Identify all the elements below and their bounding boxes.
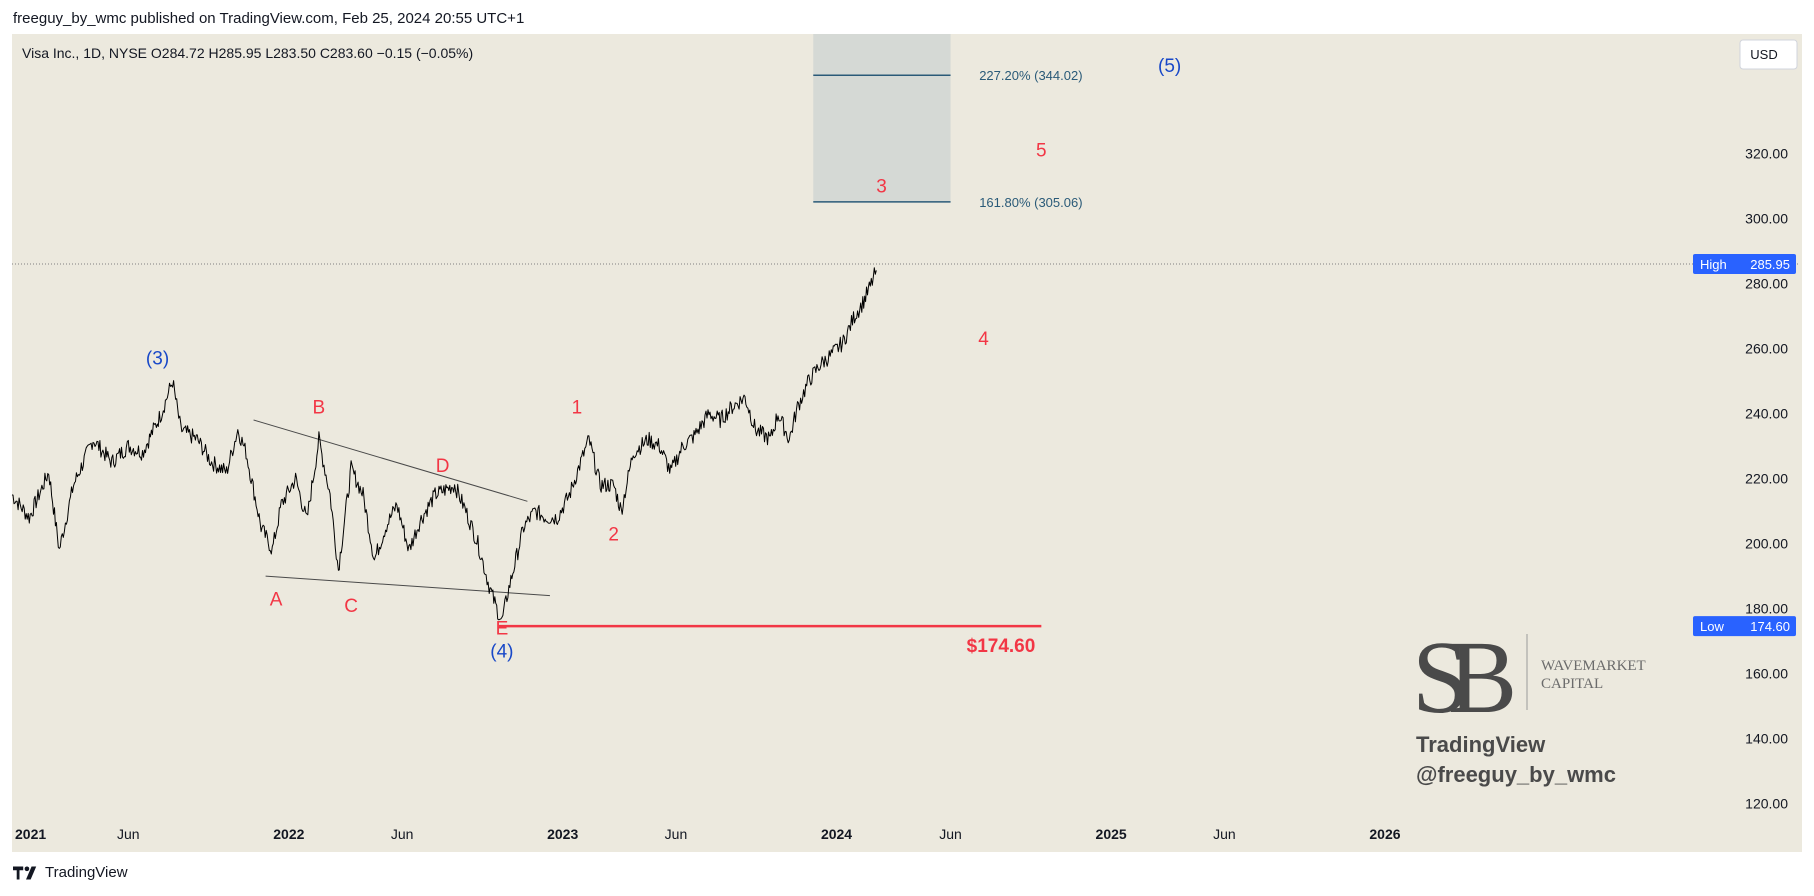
time-axis-tick-label: Jun <box>665 826 688 842</box>
axis-badge <box>1693 616 1796 637</box>
triangle-trendline <box>253 419 528 502</box>
watermark-company-line1: WAVEMARKET <box>1541 658 1646 674</box>
time-axis-tick-label: Jun <box>939 826 962 842</box>
wave-label: 2 <box>608 524 619 545</box>
fib-extension-layer: 227.20% (344.02) 161.80% (305.06) <box>813 34 1083 210</box>
wave-label: B <box>313 397 326 418</box>
price-axis-tick-label: 220.00 <box>1745 471 1788 487</box>
footer-brand[interactable]: TradingView <box>13 864 128 881</box>
time-axis-tick-label: 2026 <box>1369 826 1400 842</box>
wave-label: E <box>496 619 509 640</box>
price-series-layer <box>11 267 877 621</box>
watermark-tradingview: TradingView <box>1416 732 1546 757</box>
wave-label: D <box>436 456 450 477</box>
time-axis-tick-label: 2024 <box>821 826 852 842</box>
price-axis-tick-label: 120.00 <box>1745 796 1788 812</box>
price-axis-tick-label: 260.00 <box>1745 340 1788 356</box>
wave-annotations-layer: (3) (4) (5) A B C D E 1 2 3 4 5 <box>146 56 1181 662</box>
wave-label: (4) <box>490 641 513 662</box>
watermark-company-line2: CAPITAL <box>1541 676 1603 692</box>
wave-label: (5) <box>1158 56 1181 77</box>
time-axis-tick-label: Jun <box>117 826 140 842</box>
axis-badge-value: 174.60 <box>1750 619 1790 634</box>
axis-badge-value: 285.95 <box>1750 257 1790 272</box>
price-series-line <box>11 267 877 621</box>
fib-box-fill <box>813 34 951 202</box>
time-axis-tick-label: Jun <box>391 826 414 842</box>
fib-level-label: 227.20% (344.02) <box>979 68 1082 83</box>
price-axis-tick-label: 300.00 <box>1745 210 1788 226</box>
published-header: freeguy_by_wmc published on TradingView.… <box>13 10 525 27</box>
axis-badge-label: High <box>1700 257 1727 272</box>
currency-button[interactable]: USD <box>1739 39 1798 70</box>
tradingview-logo-icon <box>13 866 37 879</box>
wave-label: 3 <box>876 176 887 197</box>
price-axis-tick-label: 180.00 <box>1745 601 1788 617</box>
price-axis-tick-label: 160.00 <box>1745 666 1788 682</box>
wave-label: 4 <box>978 329 989 350</box>
axis-badge-label: Low <box>1700 619 1724 634</box>
fib-level-label: 161.80% (305.06) <box>979 195 1082 210</box>
wave-label: 1 <box>572 397 583 418</box>
time-axis-tick-label: 2022 <box>273 826 304 842</box>
wave-label: A <box>270 589 283 610</box>
instrument-legend: Visa Inc., 1D, NYSE O284.72 H285.95 L283… <box>22 45 473 61</box>
footer-brand-label: TradingView <box>45 864 128 881</box>
price-axis-tick-label: 280.00 <box>1745 275 1788 291</box>
watermark-handle: @freeguy_by_wmc <box>1416 762 1616 787</box>
time-axis-tick-label: Jun <box>1213 826 1236 842</box>
axis-badge <box>1693 254 1796 275</box>
price-axis-tick-label: 200.00 <box>1745 536 1788 552</box>
wave-label: 5 <box>1036 141 1047 162</box>
price-axis-tick-label: 240.00 <box>1745 405 1788 421</box>
wave-label: (3) <box>146 349 169 370</box>
time-axis: 2021 Jun 2022 Jun 2023 Jun 2024 Jun 2025 Jun 2026 <box>15 826 1401 842</box>
time-axis-tick-label: 2023 <box>547 826 578 842</box>
price-axis-tick-label: 320.00 <box>1745 145 1788 161</box>
price-axis-tick-label: 140.00 <box>1745 731 1788 747</box>
currency-button-label: USD <box>1750 47 1777 62</box>
drawing-lines-layer: $174.60 <box>12 263 1798 657</box>
time-axis-tick-label: 2025 <box>1096 826 1127 842</box>
support-line-label: $174.60 <box>967 636 1036 657</box>
time-axis-tick-label: 2021 <box>15 826 46 842</box>
triangle-trendline <box>265 575 550 597</box>
wave-label: C <box>344 596 358 617</box>
